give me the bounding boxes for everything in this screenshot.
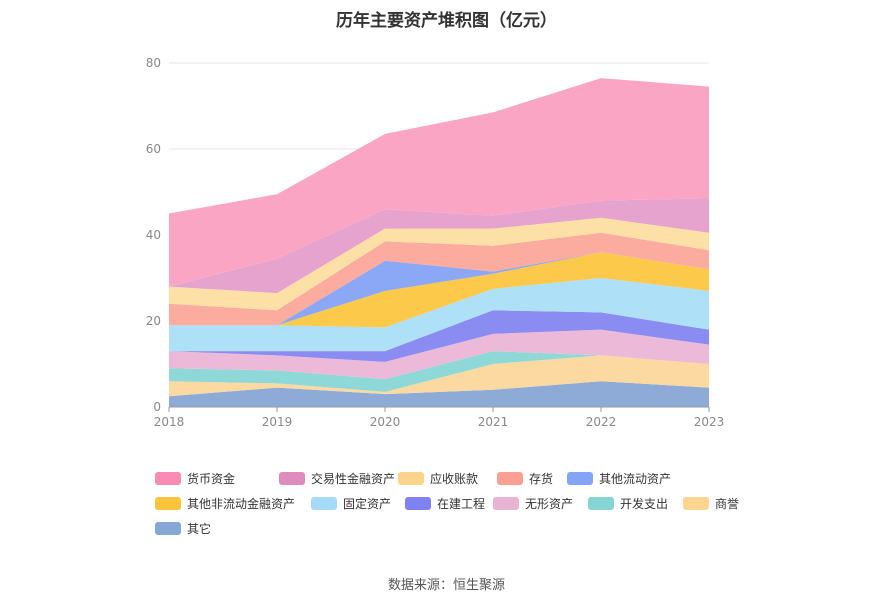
area-在建工程[interactable] bbox=[169, 310, 709, 362]
legend-item[interactable]: 货币资金 bbox=[155, 470, 235, 486]
area-货币资金[interactable] bbox=[169, 78, 709, 287]
chart-title: 历年主要资产堆积图（亿元） bbox=[336, 11, 557, 31]
y-tick-label: 80 bbox=[146, 56, 161, 70]
x-tick-label: 2023 bbox=[694, 415, 725, 429]
legend-swatch bbox=[279, 471, 305, 485]
legend-label: 其它 bbox=[187, 521, 212, 536]
legend-swatch bbox=[405, 496, 431, 510]
area-无形资产[interactable] bbox=[169, 329, 709, 380]
legend-item[interactable]: 开发支出 bbox=[588, 495, 668, 511]
legend-item[interactable]: 在建工程 bbox=[405, 495, 485, 511]
x-tick-label: 2021 bbox=[478, 415, 509, 429]
x-tick-label: 2020 bbox=[370, 415, 401, 429]
area-其他流动资产[interactable] bbox=[169, 252, 709, 326]
legend-label: 开发支出 bbox=[620, 496, 669, 511]
legend-label: 交易性金融资产 bbox=[311, 471, 396, 486]
legend-item[interactable]: 应收账款 bbox=[398, 470, 478, 486]
y-tick-label: 40 bbox=[146, 228, 161, 242]
legend-swatch bbox=[497, 471, 523, 485]
legend-item[interactable]: 存货 bbox=[497, 470, 553, 486]
x-tick-label: 2022 bbox=[586, 415, 617, 429]
area-其它[interactable] bbox=[169, 381, 709, 407]
area-固定资产[interactable] bbox=[169, 278, 709, 352]
legend-item[interactable]: 其它 bbox=[155, 520, 211, 536]
y-tick-label: 60 bbox=[146, 142, 161, 156]
x-tick-label: 2018 bbox=[154, 415, 185, 429]
legend-label: 在建工程 bbox=[437, 496, 486, 511]
area-交易性金融资产[interactable] bbox=[169, 198, 709, 294]
legend-swatch bbox=[588, 496, 614, 510]
x-tick-label: 2019 bbox=[262, 415, 293, 429]
legend-swatch bbox=[567, 471, 593, 485]
legend-label: 无形资产 bbox=[525, 496, 574, 511]
legend-item[interactable]: 其他非流动金融资产 bbox=[155, 495, 295, 511]
legend-item[interactable]: 交易性金融资产 bbox=[279, 470, 395, 486]
legend-item[interactable]: 商誉 bbox=[683, 495, 739, 511]
legend-swatch bbox=[155, 471, 181, 485]
legend-swatch bbox=[683, 496, 709, 510]
area-其他非流动金融资产[interactable] bbox=[169, 252, 709, 328]
y-tick-label: 20 bbox=[146, 314, 161, 328]
legend-swatch bbox=[493, 496, 519, 510]
legend-label: 其他非流动金融资产 bbox=[187, 496, 296, 511]
area-应收账款[interactable] bbox=[169, 217, 709, 311]
area-series bbox=[169, 78, 709, 407]
area-商誉[interactable] bbox=[169, 355, 709, 397]
axes: 0 20 40 60 80 2018 2019 2020 2021 2022 2023 bbox=[146, 56, 725, 429]
legend-label: 商誉 bbox=[715, 496, 740, 511]
area-存货[interactable] bbox=[169, 232, 709, 326]
y-tick-label: 0 bbox=[153, 400, 161, 414]
legend-swatch bbox=[155, 521, 181, 535]
data-source: 数据来源：恒生聚源 bbox=[387, 578, 505, 593]
stacked-area-chart: 0 20 40 60 80 2018 2019 2020 2021 2022 2023 bbox=[146, 56, 725, 429]
legend-label: 应收账款 bbox=[430, 471, 479, 486]
legend-swatch bbox=[155, 496, 181, 510]
legend-swatch bbox=[398, 471, 424, 485]
legend-label: 固定资产 bbox=[343, 496, 392, 511]
legend-label: 其他流动资产 bbox=[599, 471, 672, 486]
legend-label: 存货 bbox=[529, 471, 554, 486]
legend-label: 货币资金 bbox=[187, 471, 236, 486]
legend-item[interactable]: 其他流动资产 bbox=[567, 470, 671, 486]
legend-item[interactable]: 固定资产 bbox=[311, 495, 391, 511]
area-开发支出[interactable] bbox=[169, 351, 709, 392]
legend-swatch bbox=[311, 496, 337, 510]
legend-item[interactable]: 无形资产 bbox=[493, 495, 573, 511]
